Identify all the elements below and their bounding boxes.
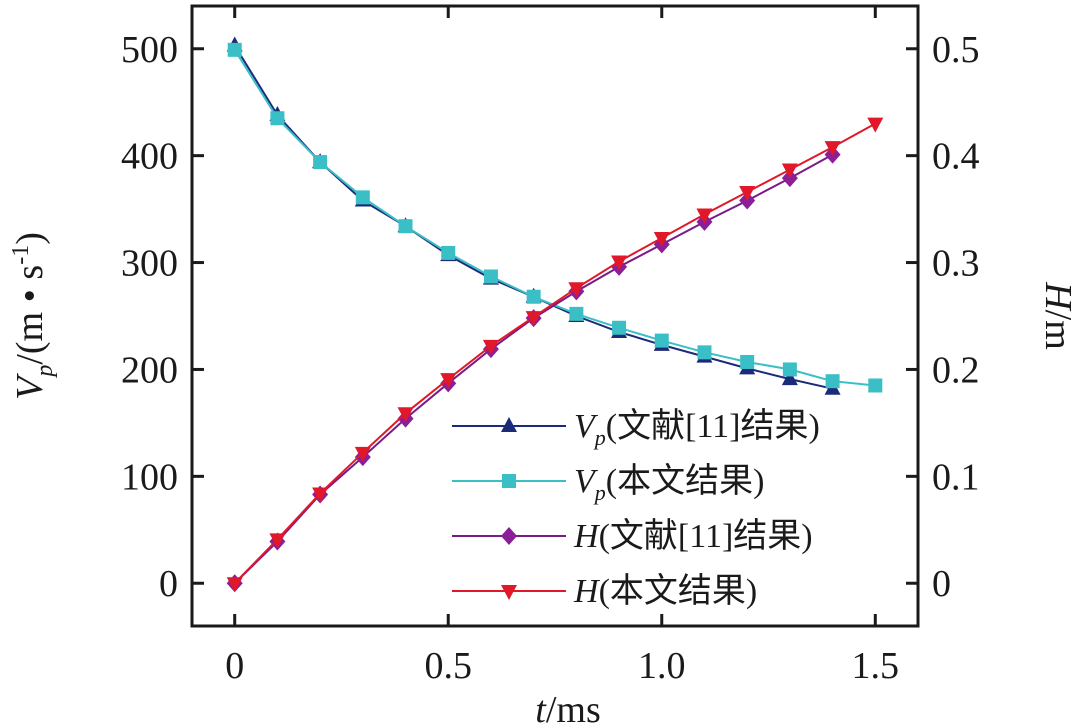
y-right-axis-label: H/m — [1037, 281, 1079, 350]
y-left-tick-label: 0 — [159, 563, 178, 605]
y-left-tick-label: 200 — [121, 349, 178, 391]
legend-item: H(文献[11]结果) — [452, 517, 813, 555]
legend-item: Vp(本文结果) — [452, 462, 764, 505]
data-point — [312, 487, 329, 503]
series-1 — [227, 42, 883, 393]
legend-marker — [502, 474, 516, 488]
data-point — [611, 255, 628, 271]
y-left-tick-label: 100 — [121, 456, 178, 498]
y-right-label-unit: /m — [1037, 310, 1079, 350]
series-line — [233, 45, 833, 390]
series-layer — [226, 36, 884, 593]
data-point — [569, 306, 584, 321]
legend-item: Vp(文献[11]结果) — [452, 407, 820, 450]
data-point — [483, 269, 498, 284]
series-line — [233, 49, 876, 387]
legend-marker — [501, 417, 517, 432]
x-tick-label: 0.5 — [424, 645, 472, 687]
legend-label: H(文献[11]结果) — [573, 517, 813, 555]
x-tick-label: 1.5 — [852, 645, 900, 687]
y-left-tick-label: 400 — [121, 136, 178, 178]
y-right-tick-label: 0 — [932, 563, 951, 605]
data-point — [824, 141, 841, 157]
series-line — [233, 122, 876, 584]
data-point — [612, 320, 627, 335]
data-point — [825, 374, 840, 389]
y-right-tick-label: 0.4 — [932, 136, 980, 178]
x-label-unit: /ms — [546, 689, 601, 728]
y-left-label-close: ) — [9, 232, 51, 245]
plot-frame — [190, 4, 920, 628]
data-point — [568, 282, 585, 298]
y-right-tick-label: 0.2 — [932, 349, 980, 391]
data-point — [441, 245, 456, 260]
data-point — [440, 373, 457, 389]
y-right-tick-label: 0.3 — [932, 243, 980, 285]
data-point — [867, 117, 884, 133]
y-left-axis-label: Vp/(m • s-1) — [8, 232, 58, 400]
data-point — [781, 370, 798, 386]
y-left-tick-label: 500 — [121, 29, 178, 71]
data-point — [781, 163, 798, 179]
data-point — [397, 407, 414, 423]
legend-text: (文献[11]结果) — [599, 517, 813, 555]
y-left-label-var: V — [9, 373, 51, 400]
legend-text: (文献[11]结果) — [606, 407, 820, 445]
data-point — [270, 111, 285, 126]
y-left-label-unit: /(m • s — [9, 265, 51, 365]
data-point — [868, 378, 883, 393]
x-axis-label: t/ms — [535, 689, 600, 728]
legend-label: Vp(文献[11]结果) — [574, 407, 820, 450]
data-point — [355, 190, 370, 205]
data-point — [739, 186, 756, 201]
y-left-tick-label: 300 — [121, 243, 178, 285]
legend-item: H(本文结果) — [452, 572, 757, 610]
legend-text: (本文结果) — [606, 462, 765, 500]
data-point — [398, 219, 413, 234]
data-point — [697, 345, 712, 360]
y-right-label-var: H — [1037, 281, 1079, 312]
data-point — [354, 446, 371, 462]
y-left-label-sup: -1 — [8, 245, 34, 265]
data-point — [313, 155, 328, 170]
data-point — [227, 42, 242, 57]
series-3 — [226, 117, 884, 593]
data-point — [740, 354, 755, 369]
data-point — [782, 362, 797, 377]
data-point — [269, 533, 286, 549]
series-0 — [226, 36, 841, 395]
legend-marker — [501, 527, 517, 545]
data-point — [696, 208, 713, 224]
data-point — [525, 311, 542, 327]
y-left-label-sub: p — [32, 365, 58, 379]
data-point — [654, 333, 669, 348]
legend: Vp(文献[11]结果)Vp(本文结果)H(文献[11]结果)H(本文结果) — [452, 407, 820, 610]
x-tick-label: 0 — [225, 645, 244, 687]
data-point — [653, 231, 670, 247]
legend-var: H — [573, 573, 601, 610]
y-right-tick-label: 0.5 — [932, 29, 980, 71]
data-point — [226, 577, 243, 593]
y-right-tick-label: 0.1 — [932, 456, 980, 498]
data-point — [526, 289, 541, 304]
legend-label: H(本文结果) — [573, 572, 757, 610]
x-tick-label: 1.0 — [638, 645, 686, 687]
data-point — [482, 339, 499, 355]
x-label-var: t — [535, 689, 547, 728]
legend-sub: p — [593, 480, 606, 505]
axis-ticks: 0 0.5 1.0 1.5 0 100 200 300 400 500 0 0.1 0.2 0.3 0.4 0… — [121, 6, 980, 687]
legend-var: H — [573, 518, 601, 555]
legend-text: (本文结果) — [599, 572, 758, 610]
legend-sub: p — [593, 425, 606, 450]
legend-marker — [501, 585, 517, 600]
legend-label: Vp(本文结果) — [574, 462, 764, 505]
